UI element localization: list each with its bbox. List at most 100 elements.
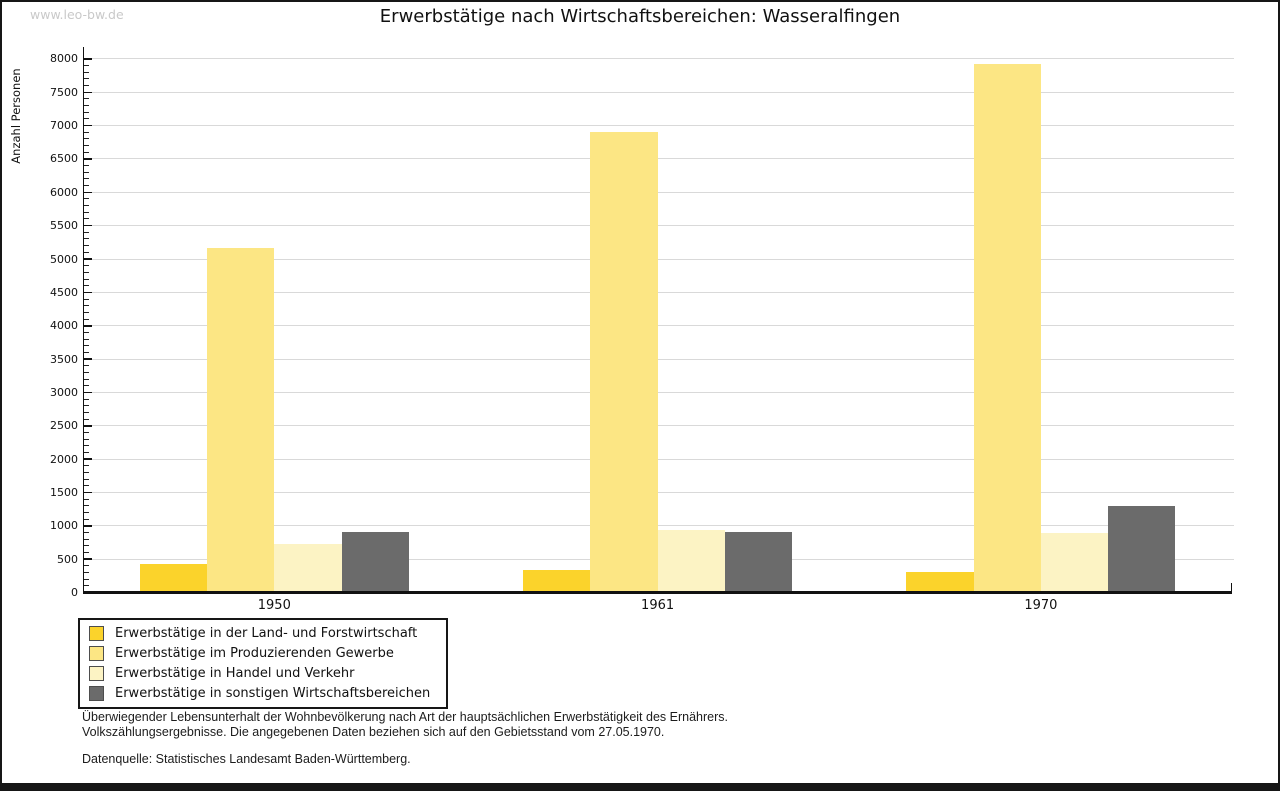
- y-tick-major: [84, 224, 92, 227]
- y-tick-minor: [84, 131, 89, 133]
- y-tick-label: 0: [71, 586, 78, 599]
- bar: [724, 532, 793, 593]
- y-tick-label: 6500: [50, 152, 78, 166]
- y-tick-minor: [84, 211, 89, 213]
- legend-item: Erwerbstätige im Produzierenden Gewerbe: [80, 643, 446, 663]
- bar: [906, 571, 974, 593]
- y-axis-line: [82, 47, 85, 594]
- y-axis-title: Anzahl Personen: [9, 68, 23, 164]
- y-tick-major: [84, 525, 92, 527]
- y-tick-minor: [84, 65, 89, 67]
- footnote: Überwiegender Lebensunterhalt der Wohnbe…: [82, 710, 728, 739]
- x-axis-line: [82, 591, 1232, 594]
- y-tick-minor: [84, 531, 89, 533]
- legend-item: Erwerbstätige in sonstigen Wirtschaftsbe…: [80, 683, 446, 703]
- y-tick-label: 4000: [50, 319, 78, 333]
- y-tick-label: 8000: [50, 52, 78, 66]
- bar: [274, 543, 342, 593]
- legend-color-swatch-icon: [89, 645, 104, 661]
- y-tick-major: [84, 58, 92, 60]
- y-tick-minor: [84, 251, 89, 253]
- y-tick-minor: [84, 98, 89, 100]
- y-tick-minor: [84, 118, 89, 120]
- y-tick-major: [84, 91, 92, 94]
- bar: [523, 570, 591, 593]
- y-tick-minor: [84, 385, 89, 387]
- y-tick-major: [84, 558, 92, 560]
- y-tick-minor: [84, 438, 89, 440]
- y-tick-minor: [84, 551, 89, 553]
- y-gridline: [85, 291, 1234, 293]
- y-tick-minor: [84, 165, 89, 167]
- footnote-line-1: Überwiegender Lebensunterhalt der Wohnbe…: [82, 710, 728, 724]
- y-gridline: [85, 358, 1234, 360]
- y-tick-minor: [84, 245, 89, 247]
- y-tick-minor: [84, 238, 89, 240]
- y-tick-label: 7500: [50, 85, 78, 99]
- page-title: Erwerbstätige nach Wirtschaftsbereichen:…: [379, 6, 901, 27]
- y-tick-major: [84, 291, 92, 294]
- y-tick-label: 6000: [50, 185, 78, 199]
- y-tick-minor: [84, 85, 89, 87]
- y-tick-label: 1500: [50, 485, 78, 499]
- y-tick-major: [84, 391, 92, 394]
- y-tick-minor: [84, 565, 89, 567]
- y-gridline: [85, 58, 1234, 60]
- y-tick-minor: [84, 451, 89, 453]
- y-tick-minor: [84, 205, 89, 207]
- y-tick-minor: [84, 218, 89, 220]
- footnote-line-2: Volkszählungsergebnisse. Die angegebenen…: [82, 724, 665, 739]
- legend-label: Erwerbstätige in sonstigen Wirtschaftsbe…: [115, 685, 431, 701]
- y-tick-minor: [84, 398, 89, 400]
- y-tick-label: 2000: [50, 452, 78, 466]
- x-category-label: 1970: [1024, 598, 1058, 613]
- y-gridline: [85, 425, 1234, 427]
- y-tick-minor: [84, 511, 89, 513]
- legend-color-swatch-icon: [89, 625, 104, 641]
- y-tick-minor: [84, 78, 89, 80]
- legend-item: Erwerbstätige in Handel und Verkehr: [80, 663, 446, 683]
- y-tick-minor: [84, 505, 89, 507]
- y-tick-label: 5500: [50, 219, 78, 233]
- legend-item: Erwerbstätige in der Land- und Forstwirt…: [80, 623, 446, 643]
- bar: [657, 529, 725, 593]
- legend-label: Erwerbstätige in der Land- und Forstwirt…: [115, 625, 418, 641]
- x-axis-end-tick: [1230, 582, 1232, 592]
- y-tick-minor: [84, 138, 89, 140]
- y-tick-label: 2500: [50, 419, 78, 433]
- bar: [207, 247, 275, 593]
- y-tick-label: 3000: [50, 385, 78, 399]
- y-tick-minor: [84, 378, 89, 380]
- y-tick-minor: [84, 331, 89, 333]
- y-tick-minor: [84, 471, 89, 473]
- y-tick-minor: [84, 465, 89, 467]
- y-tick-minor: [84, 545, 89, 547]
- bar: [590, 132, 658, 593]
- y-tick-minor: [84, 411, 89, 413]
- y-tick-label: 5000: [50, 252, 78, 266]
- legend-color-swatch-icon: [89, 685, 104, 701]
- y-tick-minor: [84, 478, 89, 480]
- y-tick-minor: [84, 105, 89, 107]
- y-tick-minor: [84, 298, 89, 300]
- y-tick-minor: [84, 278, 89, 280]
- y-tick-minor: [84, 338, 89, 340]
- y-tick-label: 500: [57, 552, 78, 566]
- y-gridline: [85, 225, 1234, 227]
- bar: [973, 63, 1041, 593]
- y-tick-minor: [84, 538, 89, 540]
- y-tick-label: 3500: [50, 352, 78, 366]
- y-tick-minor: [84, 345, 89, 347]
- y-tick-minor: [84, 518, 89, 520]
- y-tick-minor: [84, 418, 89, 420]
- y-tick-minor: [84, 405, 89, 407]
- y-gridline: [85, 491, 1234, 493]
- y-tick-major: [84, 458, 92, 460]
- y-tick-major: [84, 425, 92, 427]
- y-tick-minor: [84, 145, 89, 147]
- x-category-label: 1950: [257, 598, 291, 613]
- y-tick-minor: [84, 231, 89, 233]
- y-tick-minor: [84, 305, 89, 307]
- y-tick-minor: [84, 285, 89, 287]
